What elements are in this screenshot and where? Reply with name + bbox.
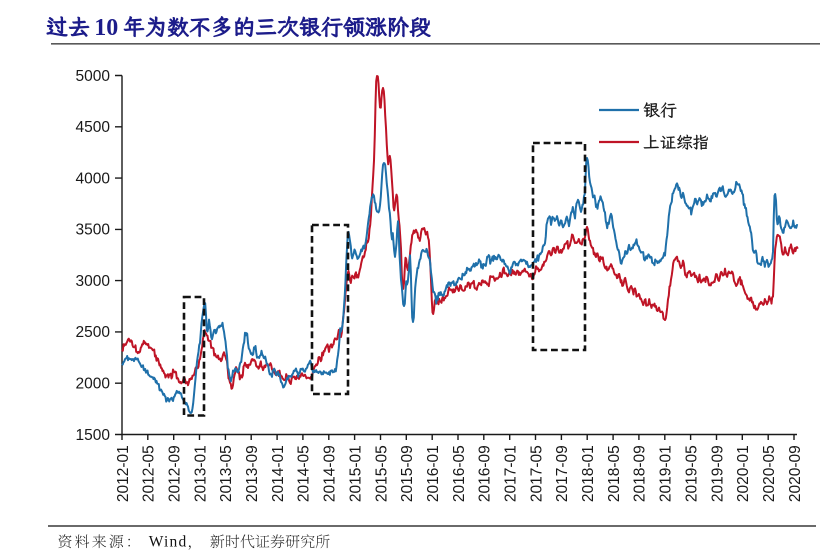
svg-text:2012-05: 2012-05 <box>141 445 158 502</box>
svg-text:2019-01: 2019-01 <box>658 445 675 502</box>
svg-text:2012-09: 2012-09 <box>167 445 184 502</box>
svg-text:10: 10 <box>94 15 118 41</box>
svg-text:2000: 2000 <box>76 376 111 393</box>
svg-text:2018-01: 2018-01 <box>580 445 597 502</box>
svg-text:2016-05: 2016-05 <box>451 445 468 502</box>
svg-text:Wind: Wind <box>149 534 188 550</box>
svg-text:3500: 3500 <box>76 222 111 239</box>
svg-text:2014-09: 2014-09 <box>322 445 339 502</box>
svg-text:1500: 1500 <box>76 427 111 444</box>
svg-text:4500: 4500 <box>76 119 111 136</box>
svg-text:2019-05: 2019-05 <box>683 445 700 502</box>
svg-text:2018-05: 2018-05 <box>606 445 623 502</box>
svg-text:2012-01: 2012-01 <box>115 445 132 502</box>
svg-text:2015-01: 2015-01 <box>347 445 364 502</box>
svg-text:2017-09: 2017-09 <box>554 445 571 502</box>
svg-text:2500: 2500 <box>76 324 111 341</box>
svg-text:2017-01: 2017-01 <box>503 445 520 502</box>
svg-text:2020-09: 2020-09 <box>787 445 804 502</box>
svg-text:2016-09: 2016-09 <box>477 445 494 502</box>
svg-text:4000: 4000 <box>76 170 111 187</box>
svg-text:5000: 5000 <box>76 68 111 85</box>
svg-text:2019-09: 2019-09 <box>709 445 726 502</box>
svg-text:2018-09: 2018-09 <box>632 445 649 502</box>
svg-text:2014-01: 2014-01 <box>270 445 287 502</box>
svg-text:2013-05: 2013-05 <box>218 445 235 502</box>
svg-text:2013-01: 2013-01 <box>192 445 209 502</box>
svg-text:3000: 3000 <box>76 273 111 290</box>
svg-text:2020-01: 2020-01 <box>735 445 752 502</box>
svg-text:2013-09: 2013-09 <box>244 445 261 502</box>
svg-text:2020-05: 2020-05 <box>761 445 778 502</box>
svg-text:2015-05: 2015-05 <box>373 445 390 502</box>
svg-text:2015-09: 2015-09 <box>399 445 416 502</box>
svg-text:2016-01: 2016-01 <box>425 445 442 502</box>
svg-text:2017-05: 2017-05 <box>528 445 545 502</box>
svg-text:2014-05: 2014-05 <box>296 445 313 502</box>
